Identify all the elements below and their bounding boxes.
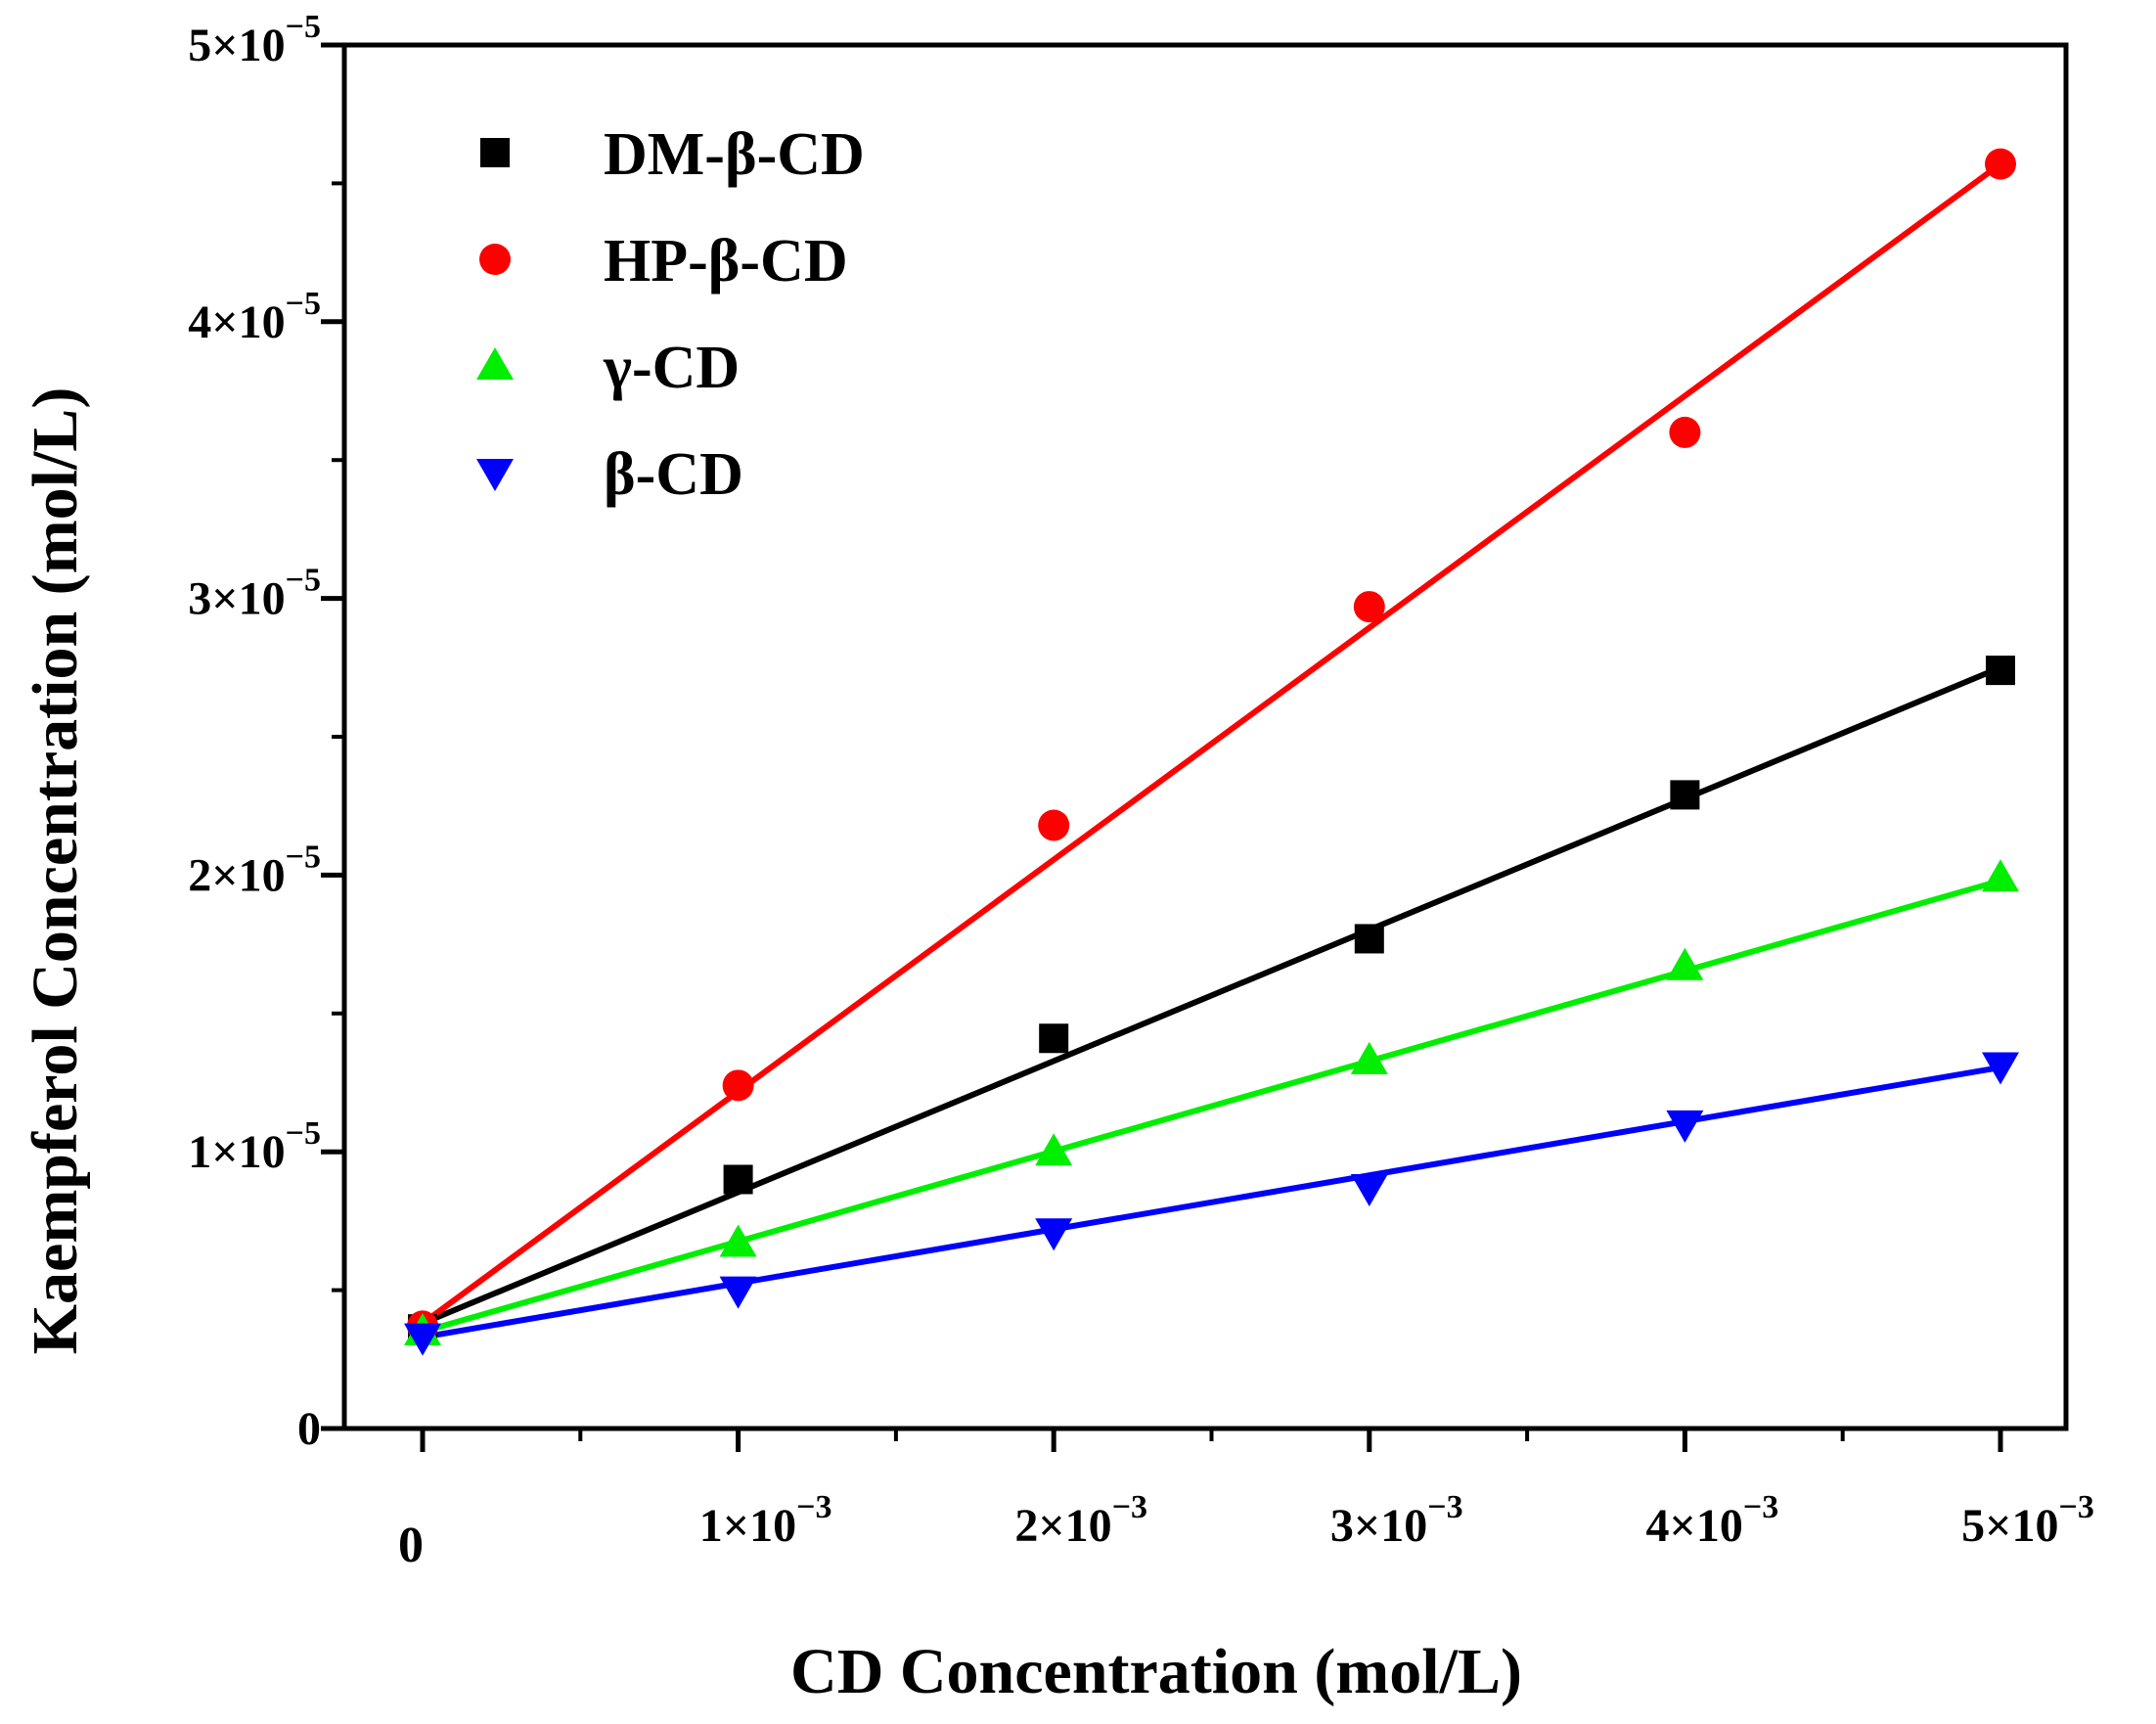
series-3-point-5: [1666, 947, 1704, 980]
series-4-point-6: [1982, 1052, 2019, 1085]
legend-marker-2: [479, 244, 511, 275]
series-1-point-5: [1670, 780, 1700, 810]
legend-label-2: HP-β-CD: [604, 228, 848, 295]
series-4-point-2: [719, 1276, 757, 1309]
y-tick-label-3: 3×10−5: [188, 563, 321, 625]
legend-label-3: γ-CD: [603, 335, 740, 401]
y-tick-label-5: 5×10−5: [188, 9, 321, 71]
series-2-point-2: [722, 1069, 754, 1102]
series-1-point-4: [1354, 924, 1384, 954]
series-3-point-4: [1350, 1041, 1388, 1074]
x-tick-label-2: 2×10−3: [1014, 1489, 1147, 1552]
fit-line-2: [420, 160, 2003, 1327]
series-2-point-5: [1669, 416, 1701, 448]
x-tick-label-0: 0: [398, 1518, 424, 1573]
y-tick-label-1: 1×10−5: [188, 1115, 321, 1178]
y-tick-label-4: 4×10−5: [188, 286, 321, 348]
y-tick-label-0: 0: [297, 1403, 321, 1455]
legend-marker-4: [476, 459, 514, 491]
series-2-point-4: [1353, 591, 1385, 623]
y-axis-title: Kaempferol Concentration (mol/L): [20, 387, 91, 1355]
series-4-point-5: [1666, 1110, 1704, 1143]
data-markers: [404, 148, 2019, 1356]
series-1-point-3: [1039, 1023, 1069, 1054]
series-2-point-3: [1038, 809, 1070, 841]
series-3-point-2: [719, 1224, 757, 1257]
fit-line-1: [420, 664, 2003, 1327]
x-axis-title: CD Concentration (mol/L): [790, 1636, 1522, 1707]
x-tick-label-5: 5×10−3: [1961, 1489, 2094, 1552]
series-4-point-4: [1350, 1173, 1388, 1206]
series-1-point-6: [1986, 656, 2015, 686]
fit-line-3: [420, 878, 2003, 1336]
legend-marker-1: [480, 138, 510, 167]
x-tick-label-1: 1×10−3: [699, 1489, 832, 1552]
fit-line-4: [420, 1064, 2003, 1340]
legend: DM-β-CD HP-β-CD γ-CD β-CD: [476, 121, 865, 508]
fit-lines: [420, 160, 2003, 1340]
series-1-point-2: [723, 1164, 753, 1195]
x-tick-label-4: 4×10−3: [1646, 1489, 1779, 1552]
legend-label-1: DM-β-CD: [604, 121, 865, 188]
legend-label-4: β-CD: [604, 441, 743, 508]
axes: 0 1×10−5 2×10−5 3×10−5 4×10−5 5×10−5 0 1×10−3 2×…: [188, 9, 2094, 1573]
series-2-point-6: [1985, 148, 2016, 180]
x-tick-label-3: 3×10−3: [1330, 1489, 1463, 1552]
series-3-point-3: [1035, 1133, 1073, 1166]
legend-marker-3: [476, 347, 514, 380]
series-4-point-3: [1035, 1218, 1073, 1251]
y-tick-label-2: 2×10−5: [188, 839, 321, 901]
series-3-point-6: [1982, 859, 2019, 892]
series-4-point-1: [404, 1323, 441, 1356]
